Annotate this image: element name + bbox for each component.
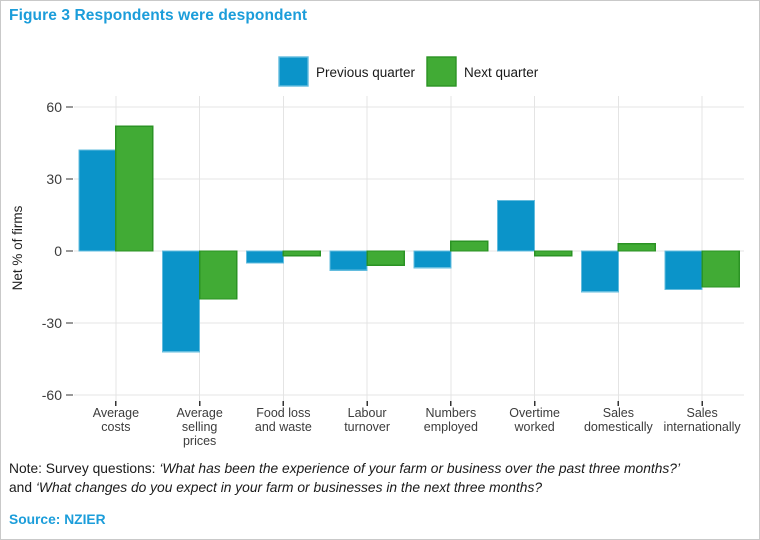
bar-next-quarter-1	[115, 125, 154, 252]
bar-next-quarter-2	[198, 250, 238, 300]
note-connector: and	[9, 480, 36, 495]
x-axis-category-label: Labour turnover	[344, 406, 390, 434]
legend-swatch-next-quarter	[426, 56, 457, 87]
x-axis-category-label: Average costs	[93, 406, 139, 434]
y-axis-title: Net % of firms	[10, 205, 25, 290]
note-question-2: ‘What changes do you expect in your farm…	[35, 480, 543, 495]
bar-next-quarter-4	[366, 250, 405, 267]
x-axis-category-label: Average selling prices	[176, 406, 222, 448]
bar-next-quarter-5	[450, 240, 489, 252]
bar-previous-quarter-4	[329, 250, 368, 271]
legend-label-previous-quarter: Previous quarter	[316, 65, 416, 80]
bar-previous-quarter-7	[580, 250, 619, 293]
note-prefix: Note: Survey questions:	[9, 461, 160, 476]
source-label: Source: NZIER	[9, 512, 106, 527]
y-axis-tick-label: 60	[46, 99, 62, 115]
bar-previous-quarter-2	[162, 250, 201, 353]
bar-next-quarter-8	[701, 250, 740, 288]
x-axis-category-label: Sales internationally	[664, 406, 742, 434]
bar-previous-quarter-5	[413, 250, 452, 269]
bar-next-quarter-3	[282, 250, 322, 257]
bar-previous-quarter-6	[497, 200, 536, 252]
y-axis-tick-label: 30	[46, 171, 62, 187]
legend-label-next-quarter: Next quarter	[464, 65, 539, 80]
y-axis-tick-label: -60	[42, 387, 62, 403]
bar-previous-quarter-3	[245, 250, 284, 264]
bar-previous-quarter-1	[78, 149, 117, 252]
bar-next-quarter-7	[617, 243, 657, 252]
figure-title: Figure 3 Respondents were despondent	[9, 7, 308, 24]
y-axis-tick-label: 0	[54, 243, 62, 259]
x-axis-category-label: Food loss and waste	[255, 406, 312, 434]
x-axis-category-label: Overtime worked	[509, 406, 560, 434]
x-axis-category-label: Sales domestically	[584, 406, 654, 434]
note-question-1: ‘What has been the experience of your fa…	[159, 461, 681, 476]
legend-swatch-previous-quarter	[278, 56, 309, 87]
bar-chart: Previous quarter Next quarter 60 30 0 -30 -60 A…	[10, 56, 744, 448]
x-axis-category-label: Numbers employed	[424, 406, 478, 434]
bar-previous-quarter-8	[664, 250, 703, 290]
bar-next-quarter-6	[533, 250, 573, 257]
y-axis-tick-label: -30	[42, 315, 62, 331]
note-text: Note: Survey questions: ‘What has been t…	[9, 459, 753, 497]
